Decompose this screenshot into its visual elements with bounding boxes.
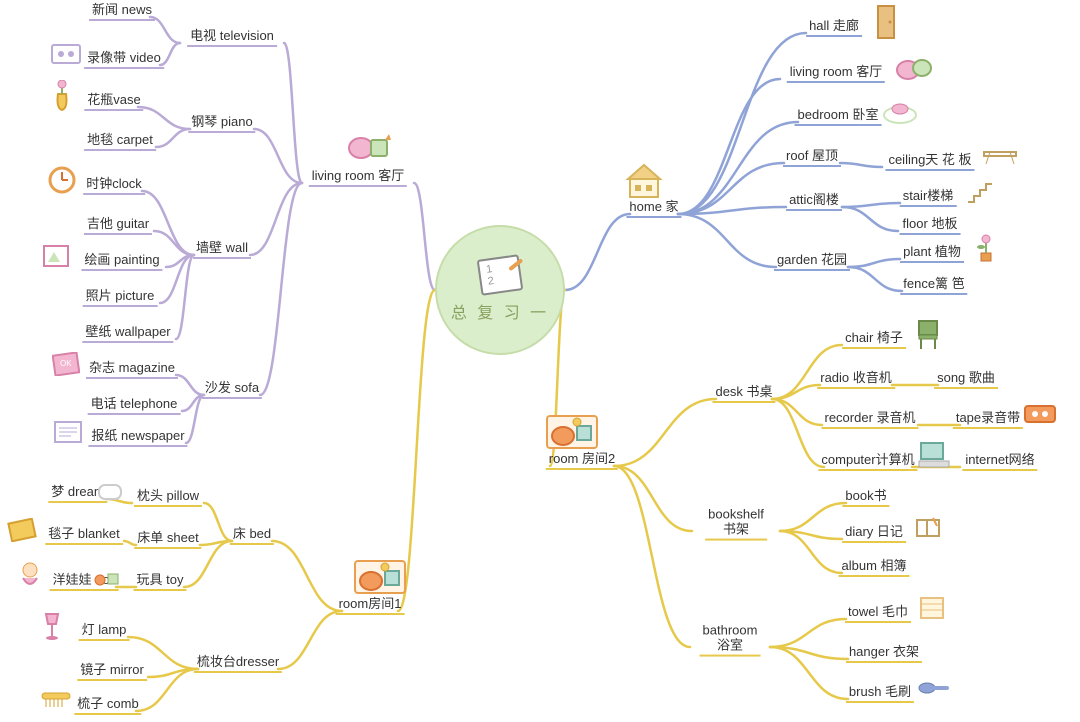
branch-livingRoom-wall-guitar: 吉他 guitar: [84, 213, 152, 235]
branch-room2-desk-chair-icon: [913, 317, 943, 351]
branch-livingRoom-television-video-icon: [50, 43, 82, 65]
branch-home-garden-fence: fence篱 笆: [900, 273, 967, 295]
branch-livingRoom-sofa: 沙发 sofa: [202, 377, 262, 399]
branch-home-roof-ceiling: ceiling天 花 板: [885, 149, 974, 171]
branch-room2-bathroom: bathroom 浴室: [700, 624, 761, 657]
branch-room1-dresser-comb: 梳子 comb: [74, 693, 141, 715]
branch-room2-desk-radio-song: song 歌曲: [934, 367, 998, 389]
branch-room1-bed-toy-doll-icon: [16, 560, 44, 592]
svg-text:OK: OK: [60, 359, 72, 368]
branch-livingRoom-sofa-newspaper-icon: [53, 420, 83, 444]
branch-room2-desk-computer-icon: [917, 441, 951, 471]
branch-home-attic-stair: stair楼梯: [900, 185, 957, 207]
branch-home-bedroom: bedroom 卧室: [795, 104, 882, 126]
branch-home-roof-ceiling-icon: [982, 144, 1018, 168]
branch-room1-bed-sheet-blanket: 毯子 blanket: [45, 523, 123, 545]
branch-room2-icon: [545, 410, 599, 452]
branch-home-hall-icon: [874, 4, 898, 40]
branch-room2-desk-computer-internet: internet网络: [962, 449, 1037, 471]
branch-livingRoom-icon: [343, 130, 393, 166]
branch-livingRoom-sofa-magazine: 杂志 magazine: [86, 357, 178, 379]
branch-livingRoom-piano-vase: 花瓶vase: [84, 89, 143, 111]
branch-livingRoom-sofa-magazine-icon: OK: [52, 352, 80, 376]
branch-room1-bed-sheet-blanket-icon: [7, 518, 37, 542]
branch-room1-dresser-lamp: 灯 lamp: [79, 619, 130, 641]
branch-livingRoom-piano-vase-icon: [48, 80, 76, 112]
branch-room1-dresser: 梳妆台dresser: [194, 651, 282, 673]
center-node: 总 复 习 一: [435, 225, 565, 355]
branch-home-livingRoom2: living room 客厅: [787, 61, 885, 83]
branch-room2-bathroom-brush-icon: [917, 680, 951, 696]
branch-home: home 家: [626, 196, 681, 218]
branch-room1-bed-pillow-dream: 梦 dream: [48, 481, 107, 503]
branch-room1-dresser-comb-icon: [40, 691, 72, 709]
branch-room1-bed-toy: 玩具 toy: [134, 569, 187, 591]
branch-livingRoom-wall: 墙壁 wall: [193, 237, 251, 259]
branch-livingRoom-television-video: 录像带 video: [84, 47, 164, 69]
branch-livingRoom-sofa-newspaper: 报纸 newspaper: [88, 425, 187, 447]
branch-home-icon: [622, 157, 666, 201]
branch-room2-desk: desk 书桌: [712, 381, 775, 403]
branch-room1: room房间1: [336, 593, 405, 615]
branch-room2-bookshelf-diary: diary 日记: [842, 521, 906, 543]
branch-livingRoom-sofa-telephone: 电话 telephone: [88, 393, 181, 415]
branch-livingRoom: living room 客厅: [309, 165, 407, 187]
branch-livingRoom-piano: 钢琴 piano: [188, 111, 255, 133]
branch-livingRoom-wall-clock: 时钟clock: [83, 173, 145, 195]
branch-livingRoom-piano-carpet: 地毯 carpet: [84, 129, 156, 151]
branch-room2-bathroom-towel: towel 毛巾: [845, 601, 911, 623]
branch-home-attic: attic阁楼: [786, 189, 842, 211]
branch-livingRoom-television: 电视 television: [187, 25, 277, 47]
branch-room2-bathroom-brush: brush 毛刷: [846, 681, 914, 703]
branch-home-bedroom-icon: [880, 97, 920, 125]
branch-home-attic-stair-icon: [964, 178, 996, 206]
branch-room2-desk-recorder: recorder 录音机: [821, 407, 918, 429]
branch-home-garden-plant-icon: [973, 233, 999, 263]
branch-livingRoom-wall-painting: 绘画 painting: [81, 249, 162, 271]
branch-room1-bed-toy-doll: 洋娃娃 doll: [50, 569, 119, 591]
branch-home-roof: roof 屋顶: [783, 145, 841, 167]
branch-room2-desk-recorder-tape: tape录音带: [953, 407, 1023, 429]
branch-home-livingRoom2-icon: [892, 52, 936, 84]
branch-livingRoom-wall-wallpaper: 壁纸 wallpaper: [82, 321, 173, 343]
branch-livingRoom-wall-clock-icon: [47, 165, 77, 195]
branch-room1-bed-pillow: 枕头 pillow: [134, 485, 202, 507]
mindmap-root: 总 复 习 一 living room 客厅 电视 television 新闻 ne…: [0, 0, 1080, 722]
branch-room2-bathroom-towel-icon: [917, 594, 947, 622]
branch-room2-desk-radio: radio 收音机: [817, 367, 895, 389]
branch-home-garden: garden 花园: [774, 249, 850, 271]
branch-room2-desk-recorder-tape-icon: [1023, 402, 1057, 426]
branch-room2-bookshelf: bookshelf 书架: [705, 508, 767, 541]
branch-room1-dresser-mirror: 镜子 mirror: [77, 659, 147, 681]
branch-room1-dresser-lamp-icon: [40, 610, 64, 642]
branch-room1-bed: 床 bed: [230, 523, 274, 545]
branch-home-hall: hall 走廊: [806, 15, 862, 37]
branch-room2-bookshelf-book: book书: [842, 485, 889, 507]
branch-room2-bookshelf-diary-icon: [913, 516, 943, 540]
paper-pen-icon: [477, 254, 524, 295]
branch-room2: room 房间2: [546, 448, 618, 470]
branch-room1-icon: [353, 555, 407, 597]
branch-room2-bathroom-hanger: hanger 衣架: [846, 641, 922, 663]
branch-livingRoom-wall-painting-icon: [42, 244, 70, 268]
branch-room2-bookshelf-album: album 相簿: [838, 555, 909, 577]
branch-room1-bed-sheet: 床单 sheet: [134, 527, 201, 549]
center-label: 总 复 习 一: [451, 299, 549, 323]
branch-home-attic-floor: floor 地板: [900, 213, 961, 235]
branch-room2-desk-computer: computer计算机: [818, 449, 917, 471]
branch-room2-desk-chair: chair 椅子: [842, 327, 906, 349]
branch-livingRoom-wall-picture: 照片 picture: [83, 285, 158, 307]
branch-home-garden-plant: plant 植物: [900, 241, 964, 263]
branch-livingRoom-television-news: 新闻 news: [89, 0, 155, 21]
